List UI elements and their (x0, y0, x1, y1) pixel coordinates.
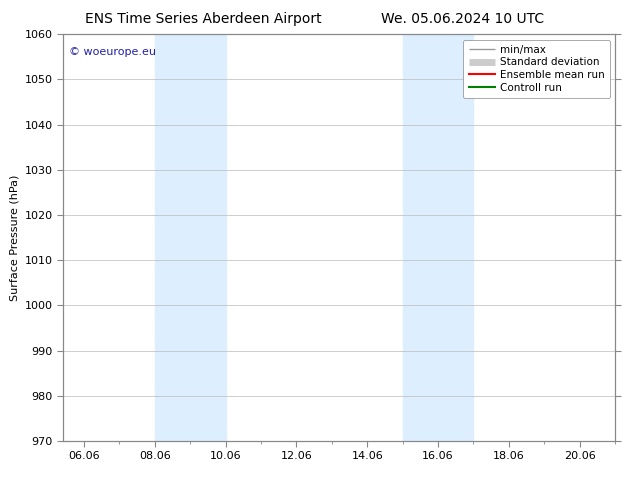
Bar (155, 34, 190, 441)
Text: © woeurope.eu: © woeurope.eu (69, 47, 156, 56)
Legend: min/max, Standard deviation, Ensemble mean run, Controll run: min/max, Standard deviation, Ensemble me… (463, 40, 610, 98)
Bar (438, 34, 474, 441)
Text: We. 05.06.2024 10 UTC: We. 05.06.2024 10 UTC (381, 12, 545, 26)
Bar (403, 34, 438, 441)
Bar (190, 34, 226, 441)
Y-axis label: Surface Pressure (hPa): Surface Pressure (hPa) (10, 174, 19, 301)
Text: ENS Time Series Aberdeen Airport: ENS Time Series Aberdeen Airport (84, 12, 321, 26)
